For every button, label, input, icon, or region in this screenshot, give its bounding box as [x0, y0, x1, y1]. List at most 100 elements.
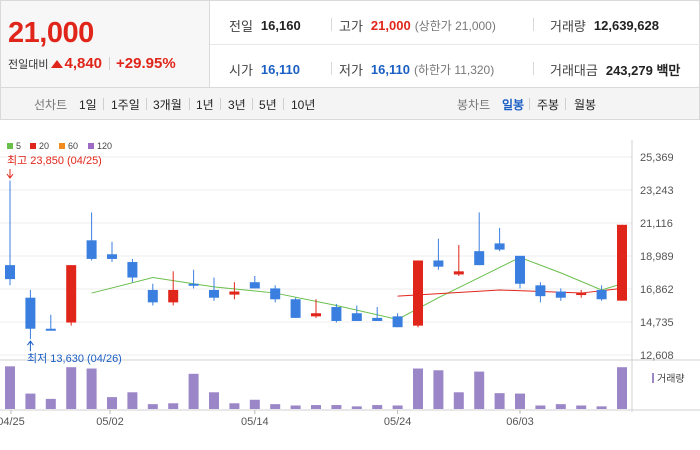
prev-close-label: 전일 — [229, 19, 253, 34]
legend-label: 120 — [97, 141, 112, 151]
period-1y[interactable]: 1년 — [196, 98, 214, 112]
grid — [0, 140, 700, 412]
volume-label: 거래량 — [550, 19, 586, 34]
divider — [103, 98, 104, 110]
period-3y[interactable]: 3년 — [228, 98, 246, 112]
y-tick-label: 25,369 — [640, 152, 674, 164]
price-annotations: 최고 23,850 (04/25) 최저 13,630 (04/26) — [6, 154, 122, 365]
divider — [220, 98, 221, 110]
volume-bar — [617, 367, 627, 409]
trade-value-label: 거래대금 — [550, 63, 598, 78]
volume-bar — [290, 405, 301, 409]
candlestick-chart: 5 20 60 120 최고 23,850 (04/25) 최저 13,630 (04/… — [0, 140, 700, 428]
volume-bar — [188, 373, 199, 409]
candle-body — [617, 224, 627, 301]
volume-bar — [249, 399, 260, 409]
high-label: 고가 — [339, 19, 363, 34]
candle-body — [45, 328, 56, 331]
period-5y[interactable]: 5년 — [259, 98, 277, 112]
candle-body — [515, 255, 525, 284]
ma-legend: 5 20 60 120 — [7, 141, 112, 151]
volume-label: 거래량 — [657, 373, 685, 385]
candle-body — [147, 289, 158, 303]
divider — [533, 18, 534, 31]
candle-body — [311, 313, 321, 317]
y-tick-label: 14,735 — [640, 317, 674, 329]
y-tick-label: 21,116 — [640, 218, 673, 230]
divider — [565, 98, 566, 110]
quote-panel: 21,000 전일대비 4,840 +29.95% 전일 16,160 고가 2… — [0, 0, 700, 88]
candle-body — [5, 265, 15, 280]
candle-body — [331, 307, 342, 321]
legend-label: 60 — [68, 141, 78, 151]
volume-bar — [45, 398, 56, 409]
candle-body — [372, 317, 383, 321]
current-price: 21,000 — [8, 17, 94, 49]
candle-body — [413, 260, 423, 326]
volume-bar — [229, 403, 240, 409]
volume-bar — [147, 404, 158, 409]
candle-body — [25, 297, 36, 329]
candle-daily[interactable]: 일봉 — [502, 98, 525, 112]
candle-chart-header: 봉차트 — [457, 98, 491, 112]
volume-bar — [5, 366, 15, 409]
volume-bar — [372, 405, 383, 409]
volume-bar — [66, 367, 77, 409]
volume-bar — [127, 392, 138, 409]
period-3m[interactable]: 3개월 — [153, 98, 182, 112]
x-tick-label: 05/02 — [96, 416, 124, 428]
period-10y[interactable]: 10년 — [291, 98, 316, 112]
change-label: 전일대비 — [8, 58, 49, 71]
divider — [331, 18, 332, 31]
stock-chart: 5 20 60 120 최고 23,850 (04/25) 최저 13,630 (04/… — [0, 120, 700, 450]
legend-swatch — [30, 143, 36, 149]
candle-weekly[interactable]: 주봉 — [537, 98, 560, 112]
candle-body — [535, 285, 546, 297]
volume-value: 12,639,628 — [593, 18, 659, 33]
candle-body — [351, 313, 362, 321]
y-axis: 25,369 23,243 21,116 18,989 16,862 14,735 12,6… — [640, 152, 674, 362]
trade-value: 거래대금 243,279 백만 — [550, 60, 680, 79]
volume-bars: 거래량 — [5, 366, 685, 409]
candle-body — [66, 265, 77, 323]
period-1w[interactable]: 1주일 — [111, 98, 140, 112]
candle-body — [494, 243, 505, 250]
volume-bar — [168, 403, 179, 409]
volume-bar — [576, 405, 587, 409]
volume-bar — [107, 397, 117, 409]
x-tick-label: 05/14 — [241, 416, 269, 428]
low-value: 16,110 — [370, 62, 410, 77]
lower-limit: (하한가 11,320) — [413, 63, 495, 77]
x-tick-label: 04/25 — [0, 416, 25, 428]
candle-body — [290, 299, 301, 318]
candle-body — [555, 291, 566, 298]
x-tick-label: 05/24 — [384, 416, 412, 428]
divider — [189, 98, 190, 110]
volume-legend-swatch — [652, 373, 654, 383]
candle-monthly[interactable]: 월봉 — [574, 98, 597, 112]
open-value: 16,110 — [260, 62, 300, 77]
volume-bar — [331, 405, 342, 409]
candle-body — [86, 240, 97, 259]
open-price: 시가 16,110 — [229, 60, 300, 79]
candle-body — [188, 283, 199, 286]
candle-body — [107, 254, 117, 259]
trade-value-value: 243,279 백만 — [605, 63, 681, 78]
volume-bar — [209, 392, 219, 409]
candle-body — [127, 262, 138, 278]
volume-bar — [433, 370, 444, 409]
row-divider — [210, 44, 700, 45]
candle-body — [209, 289, 219, 298]
x-tick-label: 06/03 — [506, 416, 534, 428]
divider — [146, 98, 147, 110]
change-amount: 4,840 — [64, 55, 103, 72]
legend-swatch — [59, 143, 65, 149]
prev-close: 전일 16,160 — [229, 16, 301, 35]
volume-bar — [392, 405, 403, 409]
period-1d[interactable]: 1일 — [79, 98, 97, 112]
volume-bar — [453, 392, 464, 409]
divider — [529, 98, 530, 110]
open-label: 시가 — [229, 63, 253, 78]
volume-bar — [515, 393, 525, 409]
volume-bar — [351, 406, 362, 409]
